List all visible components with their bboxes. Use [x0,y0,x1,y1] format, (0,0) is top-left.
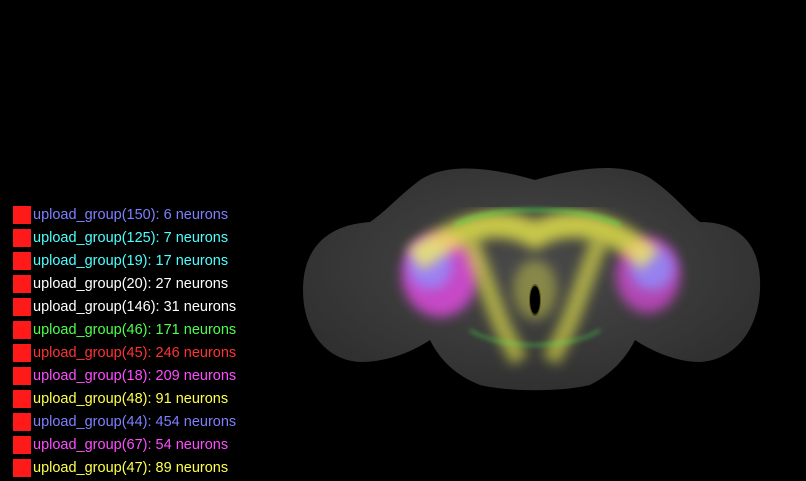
neuron-overlay [402,208,680,365]
legend-label[interactable]: upload_group(46): 171 neurons [33,321,237,338]
legend-label[interactable]: upload_group(150): 6 neurons [33,206,229,223]
legend-swatch[interactable] [13,320,31,339]
legend-item[interactable]: upload_group(44): 454 neurons [13,410,236,433]
legend-item[interactable]: upload_group(67): 54 neurons [13,433,236,456]
legend-label[interactable]: upload_group(146): 31 neurons [33,298,237,315]
legend-item[interactable]: upload_group(19): 17 neurons [13,249,236,272]
legend: upload_group(150): 6 neurons upload_group… [13,203,236,479]
legend-item[interactable]: upload_group(150): 6 neurons [13,203,236,226]
legend-swatch[interactable] [13,435,31,454]
legend-swatch[interactable] [13,412,31,431]
legend-item[interactable]: upload_group(45): 246 neurons [13,341,236,364]
legend-swatch[interactable] [13,389,31,408]
legend-item[interactable]: upload_group(18): 209 neurons [13,364,236,387]
legend-label[interactable]: upload_group(20): 27 neurons [33,275,229,292]
legend-swatch[interactable] [13,228,31,247]
legend-label[interactable]: upload_group(125): 7 neurons [33,229,229,246]
legend-item[interactable]: upload_group(146): 31 neurons [13,295,236,318]
legend-label[interactable]: upload_group(18): 209 neurons [33,367,237,384]
legend-swatch[interactable] [13,458,31,477]
legend-swatch[interactable] [13,297,31,316]
legend-item[interactable]: upload_group(20): 27 neurons [13,272,236,295]
legend-swatch[interactable] [13,274,31,293]
legend-swatch[interactable] [13,205,31,224]
legend-label[interactable]: upload_group(44): 454 neurons [33,413,237,430]
legend-item[interactable]: upload_group(46): 171 neurons [13,318,236,341]
legend-label[interactable]: upload_group(47): 89 neurons [33,459,229,476]
legend-label[interactable]: upload_group(48): 91 neurons [33,390,229,407]
brain-hole [530,286,540,314]
legend-swatch[interactable] [13,251,31,270]
legend-label[interactable]: upload_group(19): 17 neurons [33,252,229,269]
legend-item[interactable]: upload_group(125): 7 neurons [13,226,236,249]
legend-swatch[interactable] [13,343,31,362]
legend-label[interactable]: upload_group(67): 54 neurons [33,436,229,453]
legend-label[interactable]: upload_group(45): 246 neurons [33,344,237,361]
legend-item[interactable]: upload_group(47): 89 neurons [13,456,236,479]
legend-item[interactable]: upload_group(48): 91 neurons [13,387,236,410]
legend-swatch[interactable] [13,366,31,385]
